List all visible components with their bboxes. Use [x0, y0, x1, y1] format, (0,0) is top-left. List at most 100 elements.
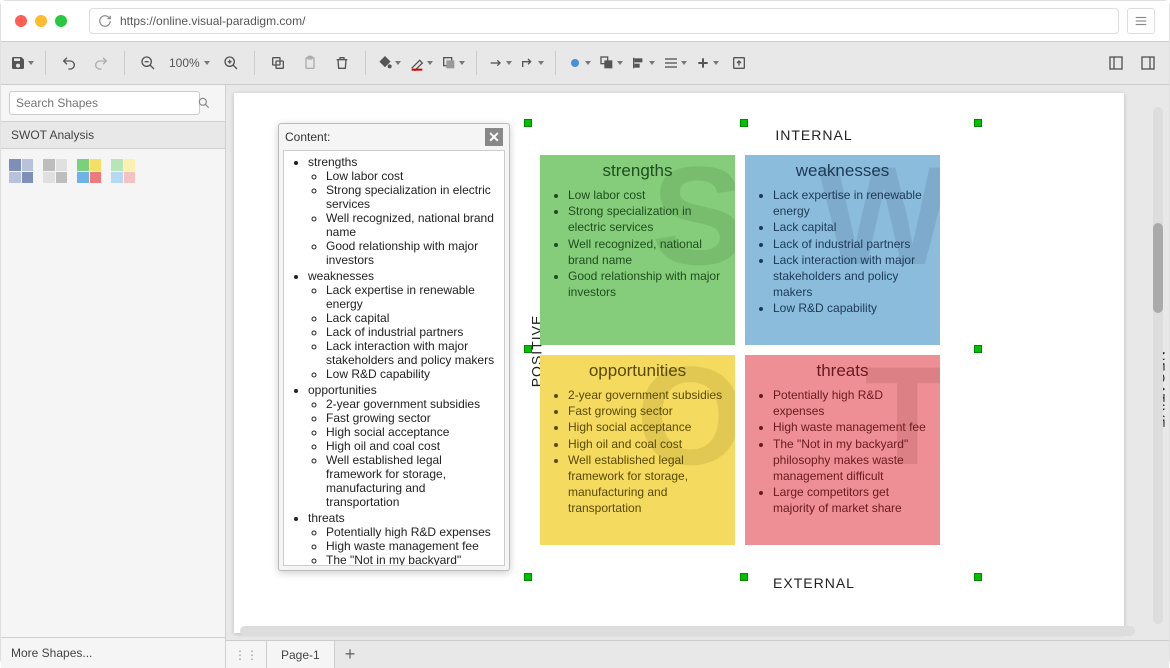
page-tabs: ⋮⋮ Page-1 + [226, 640, 1169, 668]
list-item: Well established legal framework for sto… [568, 452, 725, 517]
export-button[interactable] [724, 48, 754, 78]
list-item: The "Not in my backyard" philosophy make… [773, 436, 930, 485]
list-item: Low R&D capability [773, 300, 930, 316]
content-section: threatsPotentially high R&D expensesHigh… [308, 511, 498, 566]
list-item: Lack expertise in renewable energy [773, 187, 930, 219]
list-item: Lack interaction with major stakeholders… [773, 252, 930, 301]
selection-handle[interactable] [974, 119, 982, 127]
list-item: Low R&D capability [326, 367, 498, 381]
list-item: Strong specialization in electric servic… [568, 203, 725, 235]
browser-menu-button[interactable] [1127, 8, 1155, 34]
quadrant-items: Potentially high R&D expensesHigh waste … [755, 387, 930, 517]
list-item: Lack of industrial partners [326, 325, 498, 339]
axis-label-internal: INTERNAL [775, 127, 852, 143]
swot-diagram: INTERNAL EXTERNAL POSITIVE NEGATIVE Sstr… [534, 133, 1094, 545]
list-item: 2-year government subsidies [568, 387, 725, 403]
paste-button[interactable] [295, 48, 325, 78]
quadrant-items: Low labor costStrong specialization in e… [550, 187, 725, 300]
close-icon[interactable]: ✕ [485, 128, 503, 146]
quadrant-strengths[interactable]: SstrengthsLow labor costStrong specializ… [540, 155, 735, 345]
content-panel: Content: ✕ strengthsLow labor costStrong… [278, 123, 510, 571]
reload-icon[interactable] [98, 14, 112, 28]
search-input[interactable] [9, 91, 200, 115]
list-item: Lack capital [773, 219, 930, 235]
selection-handle[interactable] [524, 573, 532, 581]
app-toolbar: 100% [1, 41, 1169, 85]
shape-swatch[interactable] [43, 159, 67, 183]
selection-handle[interactable] [974, 573, 982, 581]
page-tab[interactable]: Page-1 [267, 641, 335, 668]
list-item: Large competitors get majority of market… [773, 484, 930, 516]
delete-button[interactable] [327, 48, 357, 78]
quadrant-title: strengths [550, 161, 725, 181]
distribute-button[interactable] [660, 48, 690, 78]
search-icon [197, 96, 211, 110]
quadrant-threats[interactable]: TthreatsPotentially high R&D expensesHig… [745, 355, 940, 545]
browser-bar: https://online.visual-paradigm.com/ [1, 1, 1169, 41]
add-page-button[interactable]: + [335, 641, 366, 668]
layout-right-button[interactable] [1133, 48, 1163, 78]
url-text: https://online.visual-paradigm.com/ [120, 14, 305, 28]
redo-button[interactable] [86, 48, 116, 78]
undo-button[interactable] [54, 48, 84, 78]
style-presets-button[interactable] [564, 48, 594, 78]
url-bar[interactable]: https://online.visual-paradigm.com/ [89, 8, 1119, 34]
minimize-window-icon[interactable] [35, 15, 47, 27]
page-tab-handle[interactable]: ⋮⋮ [226, 641, 267, 668]
copy-button[interactable] [263, 48, 293, 78]
add-button[interactable] [692, 48, 722, 78]
list-item: Well established legal framework for sto… [326, 453, 498, 509]
fill-color-button[interactable] [374, 48, 404, 78]
content-panel-body[interactable]: strengthsLow labor costStrong specializa… [283, 150, 505, 566]
selection-handle[interactable] [524, 119, 532, 127]
list-item: Potentially high R&D expenses [773, 387, 930, 419]
sidebar: SWOT Analysis More Shapes... [1, 85, 226, 668]
more-shapes-button[interactable]: More Shapes... [1, 637, 225, 668]
quadrant-title: opportunities [550, 361, 725, 381]
shape-swatch[interactable] [111, 159, 135, 183]
canvas-area: Content: ✕ strengthsLow labor costStrong… [226, 85, 1169, 668]
window-controls [15, 15, 67, 27]
close-window-icon[interactable] [15, 15, 27, 27]
list-item: Lack of industrial partners [773, 236, 930, 252]
shadow-button[interactable] [438, 48, 468, 78]
canvas[interactable]: Content: ✕ strengthsLow labor costStrong… [234, 93, 1124, 633]
maximize-window-icon[interactable] [55, 15, 67, 27]
list-item: High waste management fee [773, 419, 930, 435]
list-item: Low labor cost [326, 169, 498, 183]
horizontal-scrollbar[interactable] [226, 624, 1149, 638]
selection-handle[interactable] [740, 119, 748, 127]
sidebar-section-title[interactable]: SWOT Analysis [1, 121, 225, 149]
connector-straight-button[interactable] [485, 48, 515, 78]
shape-swatch[interactable] [9, 159, 33, 183]
zoom-out-button[interactable] [133, 48, 163, 78]
zoom-level[interactable]: 100% [165, 56, 214, 70]
list-item: Well recognized, national brand name [326, 211, 498, 239]
stroke-color-button[interactable] [406, 48, 436, 78]
content-section: opportunities2-year government subsidies… [308, 383, 498, 509]
list-item: Fast growing sector [326, 411, 498, 425]
list-item: High social acceptance [326, 425, 498, 439]
quadrant-opportunities[interactable]: Oopportunities2-year government subsidie… [540, 355, 735, 545]
list-item: High oil and coal cost [326, 439, 498, 453]
connector-orthogonal-button[interactable] [517, 48, 547, 78]
list-item: Lack capital [326, 311, 498, 325]
list-item: Low labor cost [568, 187, 725, 203]
quadrant-weaknesses[interactable]: WweaknessesLack expertise in renewable e… [745, 155, 940, 345]
list-item: High waste management fee [326, 539, 498, 553]
shape-swatch[interactable] [77, 159, 101, 183]
align-button[interactable] [628, 48, 658, 78]
list-item: Strong specialization in electric servic… [326, 183, 498, 211]
arrange-button[interactable] [596, 48, 626, 78]
list-item: High social acceptance [568, 419, 725, 435]
save-button[interactable] [7, 48, 37, 78]
list-item: Lack expertise in renewable energy [326, 283, 498, 311]
quadrant-title: threats [755, 361, 930, 381]
zoom-in-button[interactable] [216, 48, 246, 78]
selection-handle[interactable] [740, 573, 748, 581]
list-item: Good relationship with major investors [568, 268, 725, 300]
layout-left-button[interactable] [1101, 48, 1131, 78]
quadrant-title: weaknesses [755, 161, 930, 181]
vertical-scrollbar[interactable] [1151, 93, 1165, 638]
list-item: Lack interaction with major stakeholders… [326, 339, 498, 367]
